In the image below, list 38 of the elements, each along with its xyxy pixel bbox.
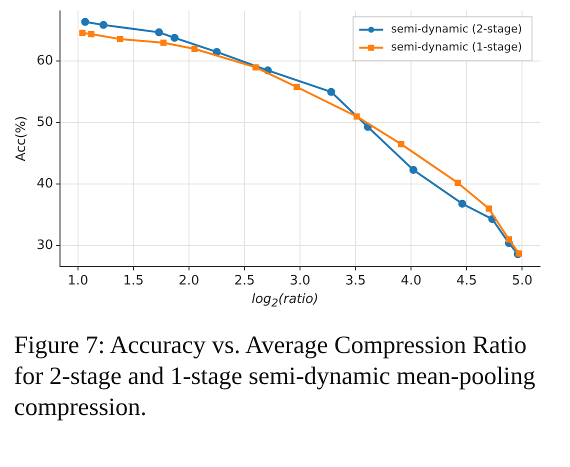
point	[81, 18, 90, 26]
x-tick-label: 5.0	[512, 274, 533, 289]
point	[88, 31, 94, 38]
x-tick-label: 2.0	[178, 274, 200, 289]
point	[506, 236, 512, 242]
point	[294, 84, 300, 90]
point	[409, 166, 418, 174]
point	[252, 64, 259, 70]
x-tick-label: 4.5	[456, 274, 478, 289]
point	[160, 40, 167, 46]
point	[79, 30, 86, 36]
point	[99, 20, 108, 29]
y-tick-label: 40	[36, 176, 54, 192]
caption: Figure 7: Accuracy vs. Average Compression Ratio for 2-stage and 1-stage semi-dynamic mean-pooling compression.	[14, 331, 536, 423]
point	[458, 200, 466, 208]
x-tick-label: 1.5	[123, 274, 144, 289]
x-tick-label: 1.0	[68, 274, 88, 289]
point	[454, 180, 461, 186]
y-tick-label: 30	[36, 238, 54, 253]
y-axis-title: Acc(%)	[14, 116, 30, 162]
x-axis-title: log$_{2}$(ratio)	[250, 292, 320, 310]
point	[327, 88, 336, 96]
point	[170, 34, 179, 42]
y-tick-label: 50	[36, 115, 54, 130]
point	[486, 206, 492, 212]
point	[191, 46, 198, 52]
x-tick-label: 3.5	[345, 274, 366, 289]
point	[354, 113, 360, 120]
x-tick-label: 3.0	[290, 274, 310, 289]
x-tick-label: 4.0	[400, 274, 422, 289]
y-tick-label: 60	[36, 54, 54, 69]
point	[155, 28, 163, 36]
legend-label: semi-dynamic (1-stage)	[391, 40, 522, 54]
legend-label: semi-dynamic (2-stage)	[391, 22, 522, 36]
point	[398, 141, 404, 148]
x-tick-label: 2.5	[234, 274, 255, 289]
point	[212, 48, 221, 56]
point	[117, 36, 124, 42]
